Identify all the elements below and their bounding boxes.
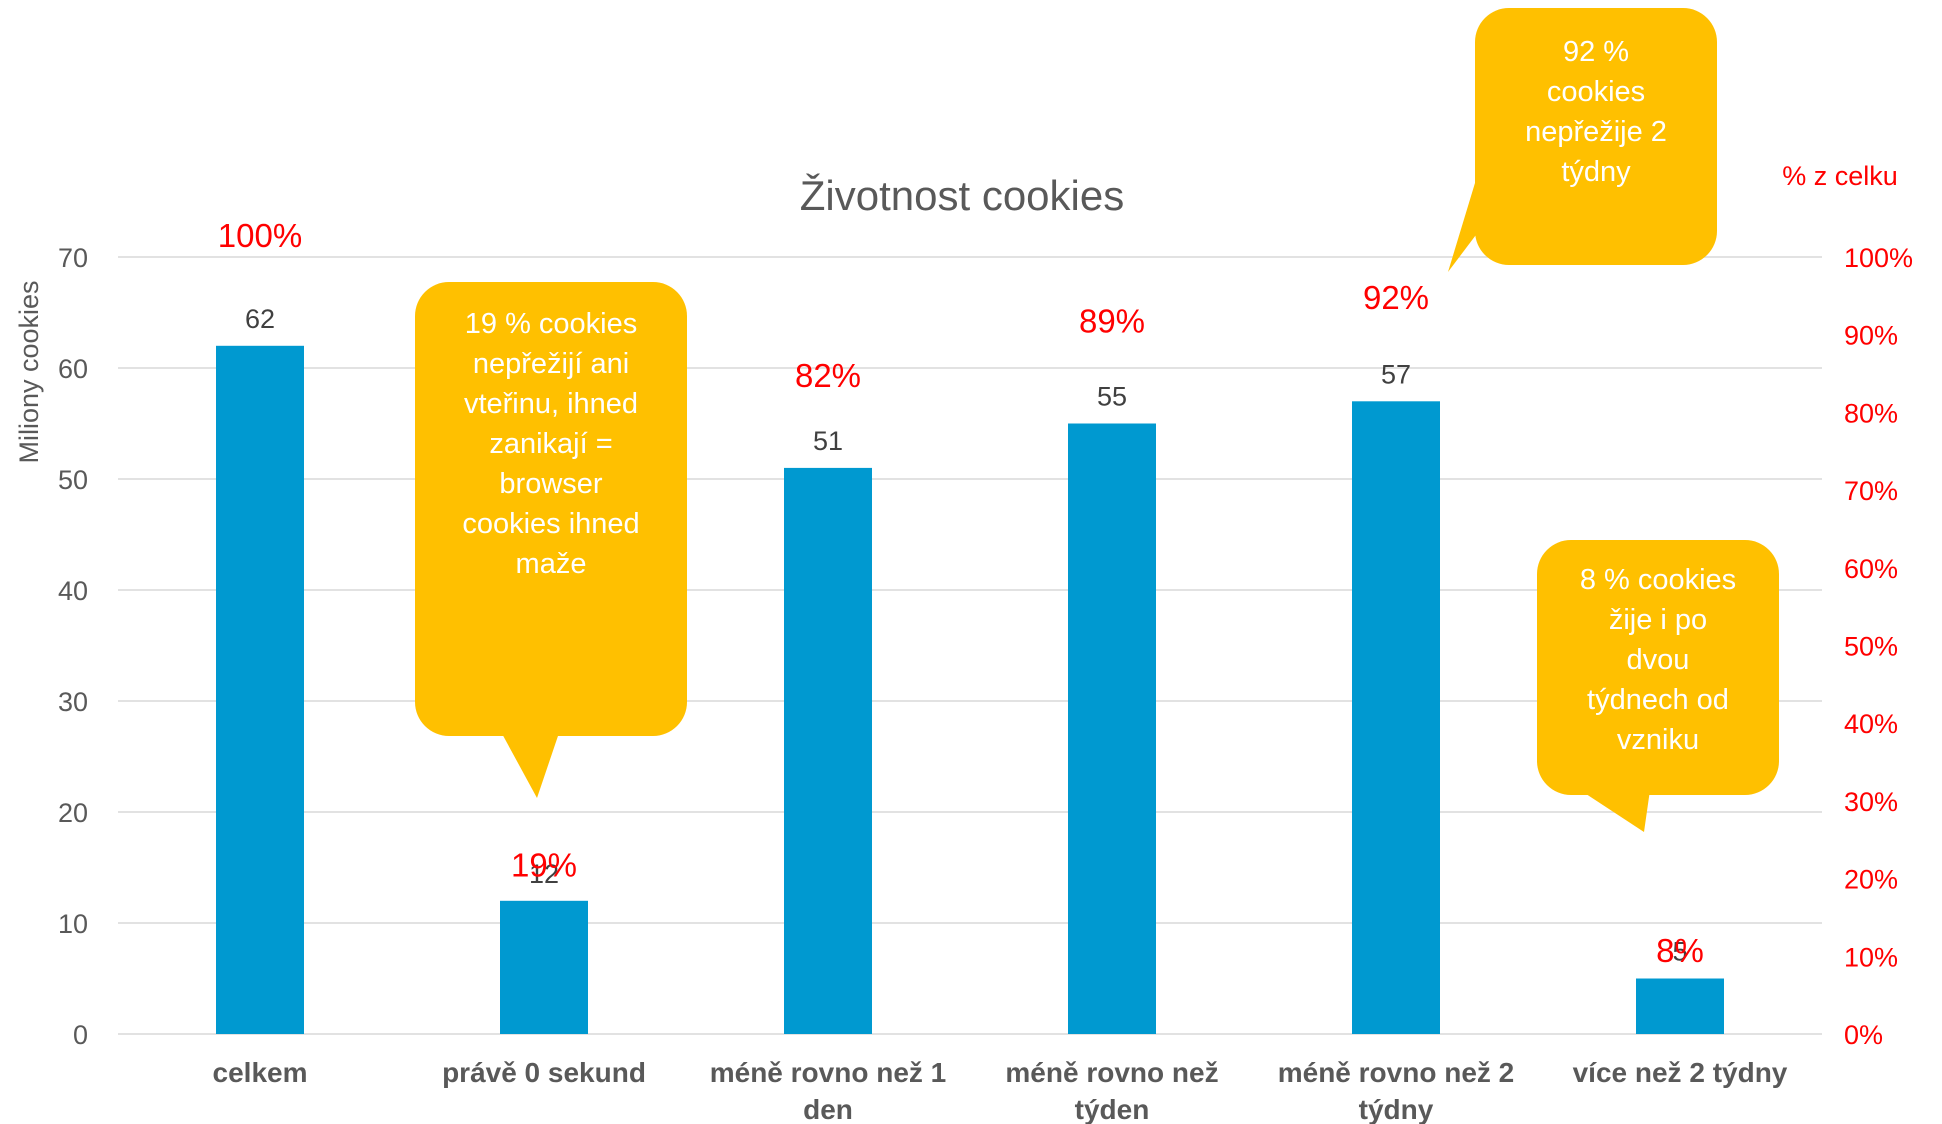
callout-right-pointer <box>1580 790 1650 832</box>
y2-tick-label: 60% <box>1844 554 1898 584</box>
x-tick-label: týden <box>1075 1094 1150 1124</box>
bar <box>216 345 304 1034</box>
y2-tick-label: 100% <box>1844 243 1913 273</box>
callout-left-line: 19 % cookies <box>464 308 638 340</box>
percent-label: 100% <box>218 217 302 254</box>
callout-left-line: nepřežijí ani <box>472 348 630 380</box>
x-tick-label: více než 2 týdny <box>1573 1057 1788 1088</box>
y-tick-label: 60 <box>58 354 88 384</box>
y2-axis-title: % z celku <box>1782 161 1898 191</box>
y-tick-label: 50 <box>58 465 88 495</box>
percent-label: 19% <box>511 846 577 883</box>
y2-tick-label: 50% <box>1844 632 1898 662</box>
y2-tick-label: 40% <box>1844 709 1898 739</box>
callout-left: 19 % cookies nepřežijí ani vteřinu, ihne… <box>415 282 687 736</box>
chart-title: Životnost cookies <box>800 172 1124 219</box>
data-label: 57 <box>1381 359 1411 389</box>
data-label: 12 <box>529 859 559 889</box>
y-tick-label: 30 <box>58 687 88 717</box>
bar <box>500 900 588 1034</box>
data-label: 5 <box>1672 937 1687 967</box>
callout-left-line: browser <box>499 468 603 500</box>
x-tick-label: méně rovno než 1 <box>710 1057 947 1088</box>
callout-right-line: vzniku <box>1616 724 1700 756</box>
x-tick-label: celkem <box>213 1057 308 1088</box>
y2-tick-label: 90% <box>1844 321 1898 351</box>
bar <box>1068 423 1156 1034</box>
percent-label: 8% <box>1656 932 1704 969</box>
callout-top-line: týdny <box>1561 156 1631 188</box>
bars <box>216 345 1724 1034</box>
y2-tick-label: 10% <box>1844 942 1898 972</box>
x-tick-label: méně rovno než <box>1005 1057 1218 1088</box>
x-tick-label: den <box>803 1094 853 1124</box>
x-tick-label: méně rovno než 2 <box>1278 1057 1515 1088</box>
percent-label: 82% <box>795 357 861 394</box>
y-tick-label: 10 <box>58 909 88 939</box>
x-tick-label: týdny <box>1359 1094 1434 1124</box>
callout-left-line: maže <box>515 548 587 580</box>
bar <box>1636 978 1724 1034</box>
callout-top-line: 92 % <box>1562 36 1630 68</box>
callout-left-line: zanikají = <box>489 428 613 460</box>
x-tick-label: právě 0 sekund <box>442 1057 646 1088</box>
y2-tick-label: 30% <box>1844 787 1898 817</box>
callout-left-pointer <box>500 730 560 798</box>
gridlines <box>118 256 1822 1035</box>
callout-left-line: cookies ihned <box>462 508 640 540</box>
y-tick-label: 0 <box>73 1020 88 1050</box>
y-tick-label: 40 <box>58 576 88 606</box>
y-axis-title: Miliony cookies <box>14 280 44 463</box>
callout-right-line: 8 % cookies <box>1579 564 1737 596</box>
callout-top-line: cookies <box>1546 76 1646 108</box>
bar <box>1352 401 1440 1034</box>
data-label: 51 <box>813 426 843 456</box>
y-tick-label: 70 <box>58 243 88 273</box>
data-label: 55 <box>1097 382 1127 412</box>
callout-top: 92 % cookies nepřežije 2 týdny <box>1475 8 1717 265</box>
y2-tick-label: 20% <box>1844 865 1898 895</box>
data-label: 62 <box>245 304 275 334</box>
y2-tick-label: 80% <box>1844 398 1898 428</box>
callout-right-line: dvou <box>1626 644 1690 676</box>
callout-right-line: žije i po <box>1608 604 1708 636</box>
callout-top-line: nepřežije 2 <box>1525 116 1667 148</box>
tick-labels: 0 10 20 30 40 50 60 70 0% 10% 20% 30% 40% 50% 60% 70% 80… <box>58 243 1913 1124</box>
callout-right: 8 % cookies žije i po dvou týdnech od vz… <box>1537 540 1779 795</box>
bar <box>784 467 872 1034</box>
callout-right-line: týdnech od <box>1587 684 1729 716</box>
percent-label: 89% <box>1079 302 1145 339</box>
y2-tick-label: 0% <box>1844 1020 1883 1050</box>
percent-label: 92% <box>1363 279 1429 316</box>
y-tick-label: 20 <box>58 798 88 828</box>
callout-left-line: vteřinu, ihned <box>463 388 639 420</box>
y2-tick-label: 70% <box>1844 476 1898 506</box>
